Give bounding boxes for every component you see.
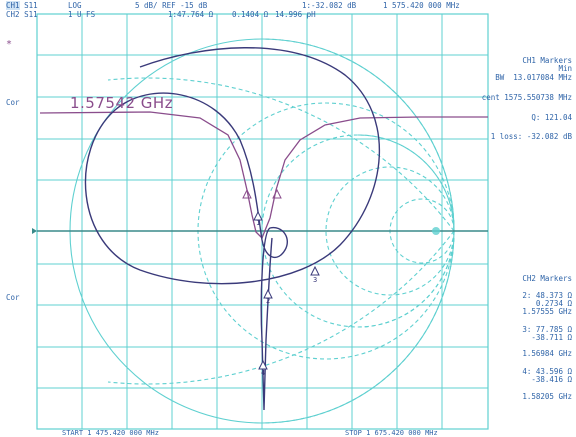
marker-3-smith [310, 265, 320, 276]
ch2-marker3-r: 3: 77.785 Ω [522, 325, 572, 334]
marker-frequency-readout: 1.57542 GHz [70, 94, 174, 112]
active-star: * [6, 39, 13, 50]
ch2-marker4-x: -38.416 Ω [531, 375, 572, 384]
ch1-q: Q: 121.04 [531, 113, 572, 122]
ch2-marker4-freq: 1.58205 GHz [522, 392, 572, 401]
ch1-marker-value: 1:-32.082 dB [302, 1, 357, 10]
start-frequency: START 1 475.420 000 MHz [62, 429, 159, 437]
smith-trace [84, 47, 381, 411]
ch2-format: 1 U FS [68, 10, 96, 19]
ch1-marker-freq: 1 575.420 000 MHz [383, 1, 460, 10]
ch2-marker3-freq: 1.56984 GHz [522, 349, 572, 358]
svg-text:2: 2 [266, 297, 270, 305]
smith-markers [253, 210, 320, 370]
ch1-param: S11 [24, 1, 38, 10]
svg-text:1: 1 [256, 219, 260, 227]
ch1-markers-title: CH1 Markers [522, 56, 572, 65]
svg-text:4: 4 [261, 369, 265, 377]
ch2-marker4-r: 4: 43.596 Ω [522, 367, 572, 376]
marker-2-log [242, 188, 252, 199]
ch1-format: LOG [68, 1, 82, 10]
ch2-marker2-x: 0.2734 Ω [535, 299, 572, 308]
marker-2-smith [263, 288, 273, 299]
match-point [432, 227, 440, 235]
ch1-markers-sub: Min [558, 64, 572, 73]
ch2-marker-l: 14.996 pH [275, 10, 316, 19]
ch1-loss: 1 loss: -32.082 dB [490, 132, 572, 141]
header-line1: CH1 S11 [6, 1, 38, 10]
ch2-markers-title: CH2 Markers [522, 274, 572, 283]
ch2-marker3-x: -38.711 Ω [531, 333, 572, 342]
channel2-label[interactable]: CH2 [6, 10, 20, 19]
ch1-center: cent 1575.550738 MHz [481, 93, 572, 102]
stop-frequency: STOP 1 675.420 000 MHz [345, 429, 438, 437]
cor-label-1: Cor [6, 98, 20, 107]
ch2-marker2-freq: 1.57555 GHz [522, 307, 572, 316]
graticule-horizontal [37, 54, 488, 389]
cor-label-2: Cor [6, 293, 20, 302]
ch2-marker-x: 0.1404 Ω [232, 10, 269, 19]
log-markers [242, 188, 282, 199]
ch2-param: S11 [24, 10, 38, 19]
channel1-label[interactable]: CH1 [6, 1, 20, 10]
header-line2: CH2 S11 [6, 10, 38, 19]
log-mag-trace [39, 111, 488, 240]
ch1-scale: 5 dB/ REF -15 dB [135, 1, 208, 10]
marker-4-smith [258, 359, 268, 370]
svg-text:3: 3 [313, 276, 317, 284]
marker-3-log [272, 188, 282, 199]
ch1-bandwidth: BW 13.017084 MHz [495, 73, 572, 82]
ch2-marker-r: 1:47.764 Ω [168, 10, 214, 19]
ch2-marker2-r: 2: 48.373 Ω [522, 291, 572, 300]
marker-numbers: 1 2 3 4 [256, 219, 317, 377]
marker-1-smith [253, 210, 263, 221]
reference-arrow-icon [32, 228, 37, 234]
